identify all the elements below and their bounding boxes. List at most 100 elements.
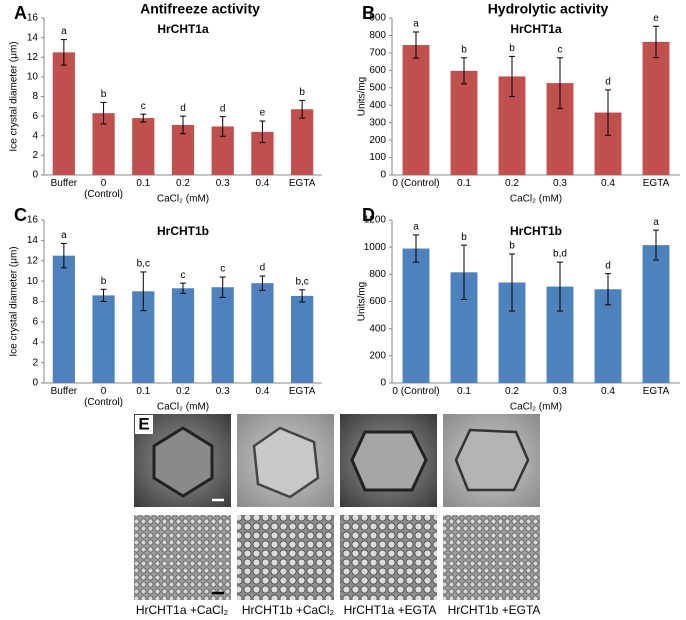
bar	[211, 287, 234, 383]
x-tick-holder: 0.2	[176, 386, 190, 397]
caption: HrCHT1a +EGTA	[344, 603, 437, 617]
y-tick-label: 700	[369, 48, 386, 59]
bar	[251, 131, 274, 175]
x-axis-label: CaCl₂ (mM)	[157, 402, 209, 413]
bar	[92, 113, 115, 175]
x-tick-holder: 0.2	[505, 178, 519, 189]
x-tick-label: 0.1	[136, 386, 151, 397]
significance-label: a	[653, 217, 659, 228]
significance-label: b	[101, 89, 107, 100]
x-tick-label: 0.4	[601, 178, 615, 189]
x-tick-holder: 0.1	[136, 178, 151, 189]
x-tick-holder: 0.4	[601, 178, 615, 189]
x-tick-label: 0.3	[553, 178, 567, 189]
caption: HrCHT1a +CaCl₂	[136, 603, 229, 617]
x-tick-holder: EGTA	[642, 386, 670, 397]
significance-label: d	[220, 103, 226, 114]
x-tick-label: 0 (Control)	[392, 178, 440, 189]
x-tick-label: EGTA	[288, 386, 316, 397]
x-tick-holder: 0.4	[255, 178, 269, 189]
micrograph	[237, 515, 334, 600]
significance-label: e	[653, 13, 659, 24]
y-tick-label: 1200	[364, 215, 387, 226]
bar	[92, 295, 115, 383]
bar	[52, 255, 75, 383]
x-tick-label: 0 (Control)	[392, 386, 440, 397]
x-tick-holder: 0 (Control)	[84, 178, 123, 200]
significance-label: c	[141, 101, 146, 112]
x-tick-holder: 0 (Control)	[392, 178, 440, 189]
x-tick-holder: 0.1	[457, 178, 471, 189]
x-tick-label: EGTA	[642, 178, 670, 189]
significance-label: b	[299, 87, 305, 98]
significance-label: b	[101, 276, 107, 287]
bar	[132, 118, 155, 175]
bar	[402, 248, 430, 383]
y-tick-label: 6	[32, 317, 38, 328]
significance-label: d	[605, 260, 611, 271]
y-tick-label: 16	[27, 215, 39, 226]
y-tick-label: 800	[369, 30, 386, 41]
micrograph	[340, 515, 437, 600]
significance-label: a	[413, 222, 419, 233]
x-tick-label: 0.4	[601, 386, 615, 397]
x-tick-holder: 0.1	[457, 386, 471, 397]
x-tick-holder: EGTA	[642, 178, 670, 189]
bar	[132, 291, 155, 383]
x-tick-holder: 0.3	[216, 386, 230, 397]
y-tick-label: 0	[380, 378, 386, 389]
significance-label: a	[61, 26, 67, 37]
chart-title: HrCHT1a	[157, 22, 209, 36]
significance-label: b	[509, 241, 515, 252]
significance-label: d	[260, 263, 266, 274]
y-tick-label: 1000	[364, 242, 387, 253]
x-tick-label: Buffer	[50, 178, 78, 189]
crystal	[152, 426, 214, 498]
x-tick-holder: 0.1	[136, 386, 151, 397]
bar	[642, 41, 670, 175]
x-tick-holder: 0.2	[505, 386, 519, 397]
x-tick-holder: 0.2	[176, 178, 190, 189]
micrographs: E HrCHT1a +CaCl₂ HrCHT1b +CaCl₂ HrCHT1a …	[134, 414, 540, 617]
x-tick-label: 0.1	[136, 178, 151, 189]
y-tick-label: 8	[32, 296, 38, 307]
y-tick-label: 0	[32, 170, 38, 181]
crystal	[252, 426, 320, 499]
x-tick-label: EGTA	[642, 386, 670, 397]
significance-label: d	[605, 77, 611, 88]
y-tick-label: 12	[27, 52, 39, 63]
significance-label: b	[461, 44, 467, 55]
y-tick-label: 14	[27, 235, 39, 246]
bar	[642, 245, 670, 383]
x-axis-label: CaCl₂ (mM)	[510, 194, 562, 205]
bar	[211, 126, 234, 175]
bar	[251, 283, 274, 383]
x-tick-label: 0.3	[553, 386, 567, 397]
panel-label: D	[362, 205, 375, 225]
y-tick-label: 2	[32, 357, 38, 368]
column-title: Hydrolytic activity	[488, 1, 609, 17]
significance-label: b,d	[553, 249, 567, 260]
x-tick-holder: EGTA	[288, 386, 316, 397]
y-tick-label: 0	[380, 170, 386, 181]
y-tick-label: 8	[32, 91, 38, 102]
x-tick-holder: 0 (Control)	[392, 386, 440, 397]
panel-label: A	[14, 3, 27, 23]
y-axis-label: Units/mg	[357, 77, 368, 116]
panel-label: C	[14, 205, 27, 225]
significance-label: b	[509, 43, 515, 54]
y-tick-label: 16	[27, 13, 39, 24]
x-axis-label: CaCl₂ (mM)	[510, 402, 562, 413]
y-tick-label: 4	[32, 130, 38, 141]
bar	[291, 295, 314, 383]
micrograph	[443, 515, 540, 600]
significance-label: a	[61, 230, 67, 241]
x-tick-holder: 0 (Control)	[84, 386, 123, 408]
y-tick-label: 14	[27, 32, 39, 43]
x-tick-label: 0.3	[215, 178, 230, 189]
micrograph	[134, 515, 231, 600]
crystal	[454, 428, 530, 492]
bar	[402, 45, 430, 176]
x-tick-holder: EGTA	[289, 178, 315, 189]
